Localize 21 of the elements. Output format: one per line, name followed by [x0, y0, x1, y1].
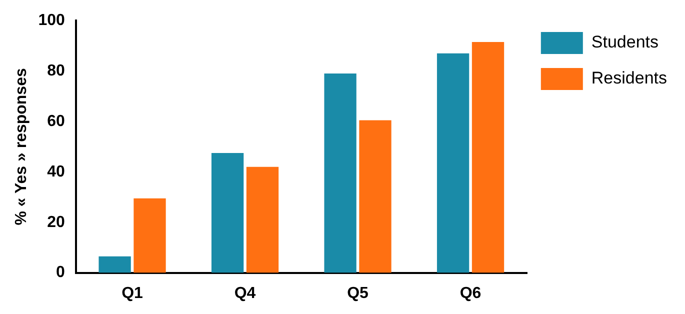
y-tick-label: 80: [47, 62, 65, 80]
bar: [211, 153, 244, 273]
legend-label: Residents: [591, 68, 668, 88]
y-tick-label: 20: [47, 214, 65, 231]
y-tick-label: 40: [47, 163, 65, 180]
bar: [246, 166, 279, 273]
y-tick-label: 0: [56, 264, 65, 282]
x-tick-label: Q4: [234, 284, 256, 302]
x-tick-label: Q6: [460, 284, 482, 302]
legend-label: Students: [591, 32, 659, 52]
bar: [436, 53, 470, 273]
y-tick-label: 100: [38, 12, 65, 30]
bar: [472, 42, 504, 273]
bar: [324, 74, 356, 273]
y-axis-title: % « Yes » responses: [13, 68, 30, 226]
x-tick-label: Q5: [347, 284, 369, 302]
bar: [359, 120, 392, 273]
x-tick-label: Q1: [122, 284, 144, 302]
y-tick-label: 60: [47, 112, 65, 130]
bar: [134, 198, 166, 273]
bar: [98, 256, 131, 273]
